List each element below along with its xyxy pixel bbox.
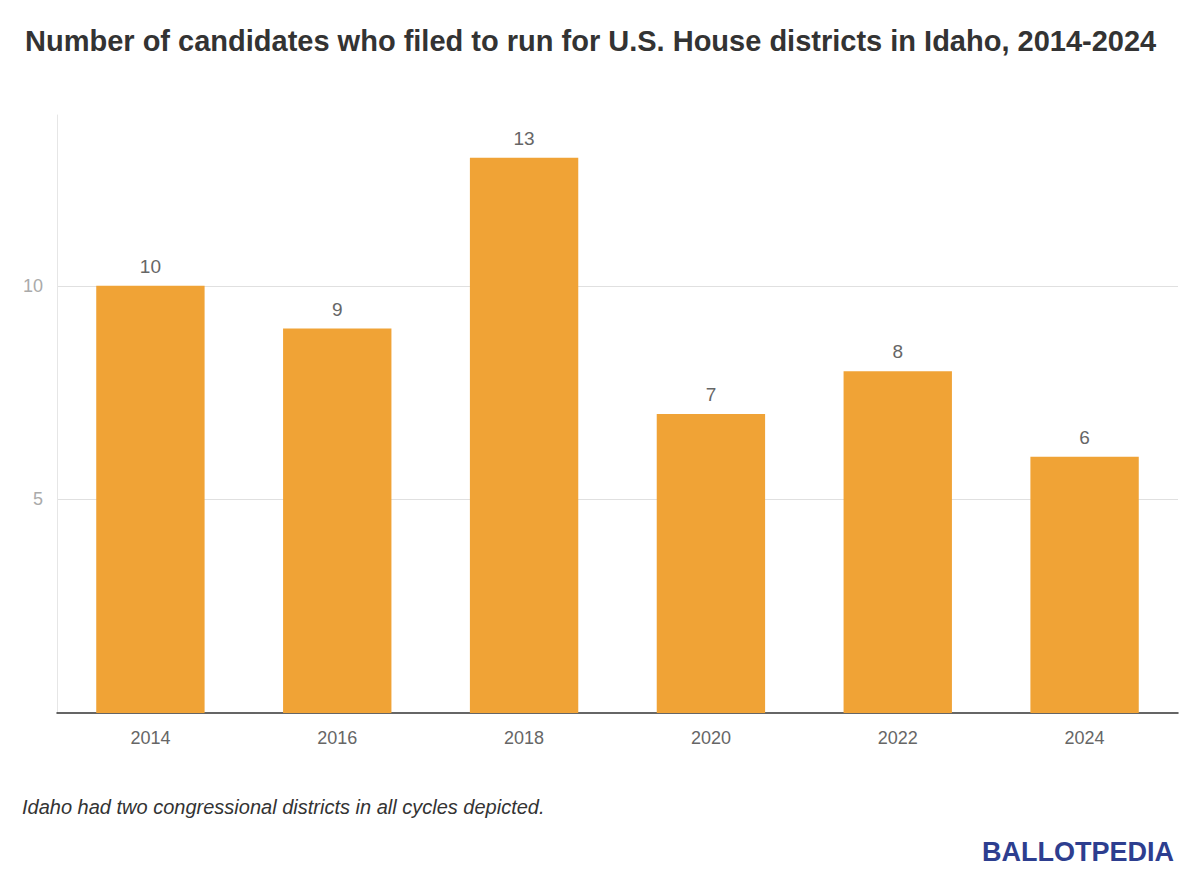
svg-text:2022: 2022 <box>878 728 918 748</box>
svg-text:9: 9 <box>332 299 343 320</box>
svg-text:7: 7 <box>706 384 717 405</box>
svg-text:6: 6 <box>1079 427 1090 448</box>
svg-text:2014: 2014 <box>130 728 170 748</box>
svg-text:Number of candidates who filed: Number of candidates who filed to run fo… <box>25 25 1156 57</box>
svg-text:8: 8 <box>892 341 903 362</box>
svg-text:5: 5 <box>33 489 43 509</box>
svg-text:2020: 2020 <box>691 728 731 748</box>
svg-text:13: 13 <box>514 128 535 149</box>
svg-text:2016: 2016 <box>317 728 357 748</box>
svg-text:10: 10 <box>140 256 161 277</box>
svg-text:10: 10 <box>23 276 43 296</box>
svg-text:BALLOTPEDIA: BALLOTPEDIA <box>982 837 1174 867</box>
svg-text:2018: 2018 <box>504 728 544 748</box>
svg-text:Idaho had two congressional di: Idaho had two congressional districts in… <box>22 796 545 818</box>
svg-text:2024: 2024 <box>1065 728 1105 748</box>
